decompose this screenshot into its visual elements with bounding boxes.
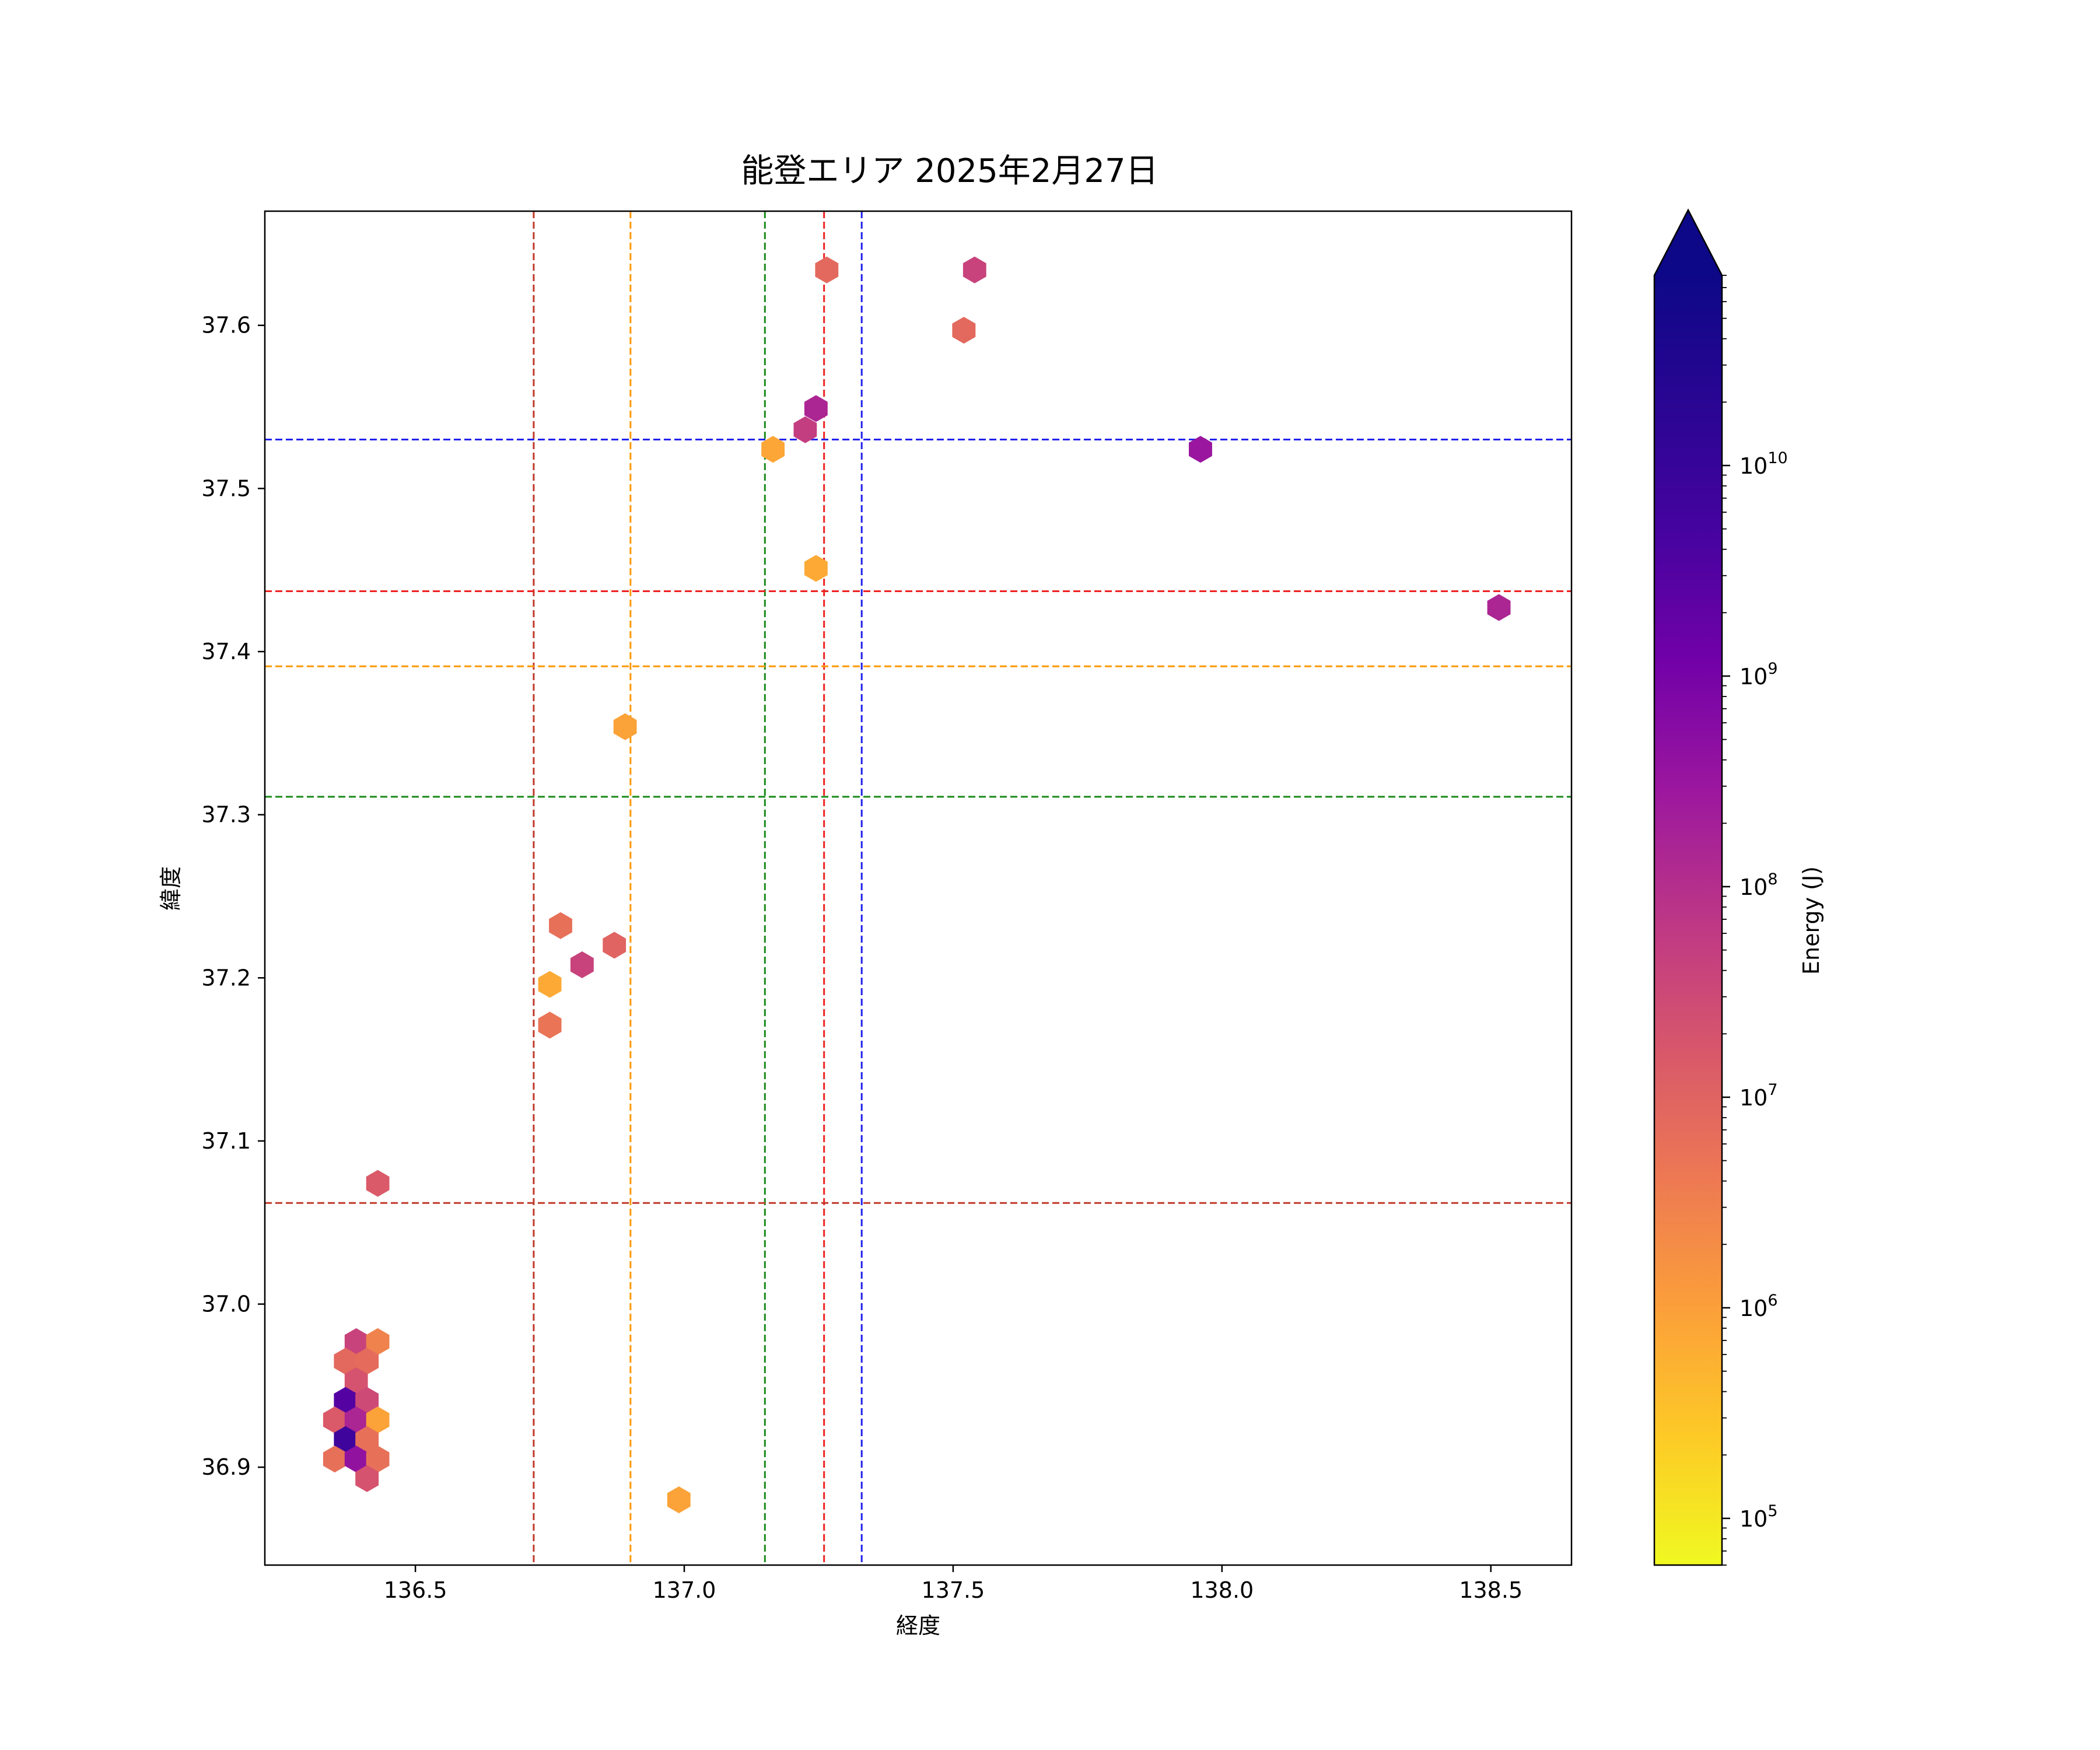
hexbin-cell-13 xyxy=(538,971,562,998)
y-tick-label: 37.4 xyxy=(201,639,251,664)
colorbar-gradient xyxy=(1654,275,1722,1565)
hexbin-cell-20 xyxy=(344,1367,368,1394)
hexbin-cell-6 xyxy=(1189,436,1212,463)
y-tick-label: 37.3 xyxy=(201,802,251,828)
x-tick-label: 138.5 xyxy=(1459,1577,1522,1603)
plot-area xyxy=(265,211,1572,1565)
hexbin-cell-16 xyxy=(344,1328,368,1355)
hexbin-cell-24 xyxy=(344,1406,368,1434)
hexbin-cell-7 xyxy=(804,555,828,582)
colorbar-tick-label: 109 xyxy=(1740,660,1778,690)
colorbar-ticks: 105 106 107 108 109 1010 xyxy=(1722,275,1788,1566)
y-tick-label: 37.0 xyxy=(201,1292,251,1317)
reference-lines xyxy=(265,211,1572,1565)
y-axis-label: 緯度 xyxy=(158,866,184,911)
hexbin-cell-1 xyxy=(963,256,986,284)
hexbin-cell-31 xyxy=(355,1465,379,1492)
hexbin-cells xyxy=(323,256,1511,1514)
hexbin-cell-8 xyxy=(1487,594,1511,621)
y-tick-label: 37.5 xyxy=(201,475,251,501)
hexbin-cell-32 xyxy=(667,1486,691,1514)
x-tick-label: 137.5 xyxy=(922,1577,985,1603)
colorbar-tick-label: 106 xyxy=(1740,1292,1778,1321)
hexbin-cell-29 xyxy=(344,1446,368,1473)
x-tick-label: 137.0 xyxy=(653,1577,716,1603)
hexbin-cell-22 xyxy=(355,1387,379,1414)
x-axis-label: 経度 xyxy=(896,1613,940,1639)
hexbin-cell-12 xyxy=(570,951,594,978)
y-tick-label: 37.6 xyxy=(201,313,251,338)
colorbar-tick-label: 1010 xyxy=(1740,449,1788,479)
hexbin-cell-4 xyxy=(793,416,817,443)
hexbin-cell-26 xyxy=(334,1426,358,1453)
hexbin-cell-9 xyxy=(613,713,637,740)
colorbar-label: Energy (J) xyxy=(1798,866,1824,975)
colorbar-frame xyxy=(1653,208,1723,1566)
hexbin-cell-10 xyxy=(549,912,572,939)
y-tick-label: 37.1 xyxy=(201,1128,251,1154)
hexbin-cell-21 xyxy=(334,1387,358,1414)
plot-frame xyxy=(264,210,1573,1566)
colorbar-extend-arrow xyxy=(1654,210,1722,275)
colorbar-tick-label: 105 xyxy=(1740,1502,1778,1532)
hexbin-cell-2 xyxy=(952,317,976,344)
x-tick-label: 136.5 xyxy=(384,1577,447,1603)
hexbin-cell-0 xyxy=(815,256,839,284)
chart-title: 能登エリア 2025年2月27日 xyxy=(741,152,1158,190)
hexbin-cell-5 xyxy=(761,436,785,463)
colorbar-tick-label: 107 xyxy=(1740,1081,1778,1111)
y-axis-ticks: 36.9 37.0 37.1 37.2 37.3 37.4 37.5 37.6 xyxy=(201,313,265,1480)
hexbin-cell-27 xyxy=(355,1426,379,1453)
hexbin-cell-17 xyxy=(366,1328,390,1355)
hexbin-cell-3 xyxy=(804,395,828,422)
colorbar-tick-label: 108 xyxy=(1740,870,1778,900)
hexbin-cell-30 xyxy=(366,1446,390,1473)
hexbin-cell-11 xyxy=(603,932,626,959)
hexbin-cell-14 xyxy=(538,1012,562,1039)
hexbin-cell-23 xyxy=(323,1406,346,1434)
y-tick-label: 37.2 xyxy=(201,965,251,991)
hexbin-cell-28 xyxy=(323,1446,346,1473)
hexbin-cell-25 xyxy=(366,1406,390,1434)
hexbin-cell-19 xyxy=(355,1348,379,1375)
x-tick-label: 138.0 xyxy=(1190,1577,1254,1603)
x-axis-ticks: 136.5 137.0 137.5 138.0 138.5 xyxy=(384,1565,1522,1603)
hexbin-cell-15 xyxy=(366,1170,390,1197)
hexbin-cell-18 xyxy=(334,1348,358,1375)
colorbar: 105 106 107 108 109 1010 Energy (J) xyxy=(1653,208,1824,1566)
y-tick-label: 36.9 xyxy=(201,1454,251,1480)
